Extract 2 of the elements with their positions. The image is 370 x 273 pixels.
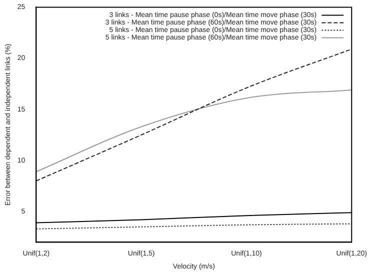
- line-series: [36, 48, 352, 182]
- line-series: [36, 89, 352, 172]
